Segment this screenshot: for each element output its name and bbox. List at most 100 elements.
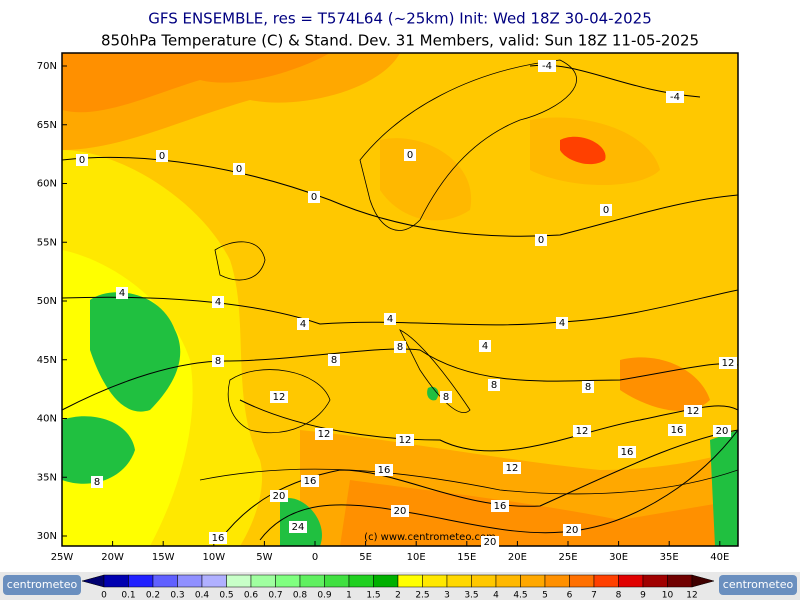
colorbar-segment <box>495 574 521 588</box>
contour-label-bg <box>582 381 594 393</box>
contour-label-bg <box>684 405 702 417</box>
contour-label-bg <box>270 391 288 403</box>
contour-label: 16 <box>212 533 225 544</box>
contour-label: 16 <box>494 501 507 512</box>
contour-label-bg <box>668 424 686 436</box>
colorbar-segment <box>397 574 423 588</box>
contour-label: 20 <box>566 525 579 536</box>
contour-label-bg <box>563 524 581 536</box>
logo-left-text: centrometeo <box>7 578 78 591</box>
contour-label: 4 <box>300 319 306 330</box>
lat-label: 40N <box>37 414 57 425</box>
colorbar-segment <box>299 574 325 588</box>
colorbar-label: 0.5 <box>219 591 233 600</box>
contour-label: 20 <box>273 491 286 502</box>
contour-label-bg <box>233 163 245 175</box>
contour-label: 4 <box>387 314 393 325</box>
subtitle: 850hPa Temperature (C) & Stand. Dev. 31 … <box>101 32 699 50</box>
contour-label: 20 <box>484 537 497 548</box>
colorbar-segment <box>446 574 472 588</box>
colorbar-label: 1 <box>346 591 352 600</box>
contour-label-bg <box>666 91 684 103</box>
contour-label: 20 <box>394 506 407 517</box>
colorbar-label: 0.3 <box>170 591 184 600</box>
contour-label-bg <box>719 357 737 369</box>
colorbar-label: 1.5 <box>366 591 380 600</box>
contour-label: 8 <box>443 392 449 403</box>
contour-label-bg <box>600 204 612 216</box>
logo-left <box>3 575 81 595</box>
contour-label: 0 <box>538 235 544 246</box>
colorbar-segment <box>373 574 399 588</box>
contour-label: 4 <box>215 297 221 308</box>
colorbar-label: 0.8 <box>293 591 308 600</box>
contour-label: 12 <box>687 406 700 417</box>
colorbar-segment <box>520 574 546 588</box>
colorbar-segment <box>544 574 570 588</box>
lat-label: 55N <box>37 237 57 248</box>
contour-label-bg <box>488 379 500 391</box>
lat-label: 30N <box>37 531 57 542</box>
contour-label: 8 <box>331 355 337 366</box>
contour-label: 12 <box>399 435 412 446</box>
lon-label: 20W <box>101 552 124 563</box>
colorbar-label: 2.5 <box>415 591 429 600</box>
contour-label-bg <box>556 317 568 329</box>
colorbar-segment <box>642 574 668 588</box>
contour-label: 0 <box>311 192 317 203</box>
lat-label: 60N <box>37 179 57 190</box>
lat-label: 70N <box>37 61 57 72</box>
lon-label: 10W <box>202 552 225 563</box>
contour-label-bg <box>76 154 88 166</box>
colorbar-label: 3 <box>444 591 450 600</box>
contour-label-bg <box>212 296 224 308</box>
colorbar-label: 0.2 <box>146 591 160 600</box>
map-frame <box>61 52 739 547</box>
contour-label: 4 <box>482 341 488 352</box>
contour-label-bg <box>384 313 396 325</box>
colorbar-segment <box>128 574 154 588</box>
colorbar-label: 3.5 <box>464 591 478 600</box>
lon-label: 5E <box>359 552 372 563</box>
colorbar-segment <box>471 574 497 588</box>
contour-label: -4 <box>670 92 680 103</box>
contour-label: 8 <box>397 342 403 353</box>
colorbar-segment <box>177 574 203 588</box>
contour-label: 8 <box>585 382 591 393</box>
contour-label: 8 <box>94 477 100 488</box>
lat-label: 35N <box>37 472 57 483</box>
watermark: (c) www.centrometeo.com <box>364 532 496 543</box>
contour-label-bg <box>270 490 288 502</box>
colorbar-segment <box>422 574 448 588</box>
lon-label: 25E <box>558 552 577 563</box>
colorbar-segment <box>250 574 276 588</box>
contour-label-bg <box>308 191 320 203</box>
contour-label-bg <box>375 464 393 476</box>
lon-label: 5W <box>256 552 272 563</box>
colorbar-segment <box>569 574 595 588</box>
contour-label: 12 <box>273 392 286 403</box>
lat-label: 50N <box>37 296 57 307</box>
contour-label: 16 <box>304 476 317 487</box>
lon-label: 0 <box>312 552 318 563</box>
contour-label: 0 <box>407 150 413 161</box>
colorbar-label: 0 <box>101 591 107 600</box>
colorbar-label: 7 <box>591 591 597 600</box>
colorbar-label: 8 <box>616 591 622 600</box>
contour-label-bg <box>297 318 309 330</box>
contour-label: 4 <box>559 318 565 329</box>
colorbar-label: 0.7 <box>268 591 282 600</box>
contour-label-bg <box>91 476 103 488</box>
contour-label: 0 <box>603 205 609 216</box>
colorbar-label: 10 <box>662 591 674 600</box>
lat-label: 45N <box>37 355 57 366</box>
contour-label: 16 <box>378 465 391 476</box>
contour-label-bg <box>328 354 340 366</box>
colorbar-segment <box>667 574 693 588</box>
logo-right-text: centrometeo <box>723 578 794 591</box>
contour-label-bg <box>404 149 416 161</box>
contour-label: -4 <box>542 61 552 72</box>
colorbar-segment <box>324 574 350 588</box>
contour-label-bg <box>396 434 414 446</box>
